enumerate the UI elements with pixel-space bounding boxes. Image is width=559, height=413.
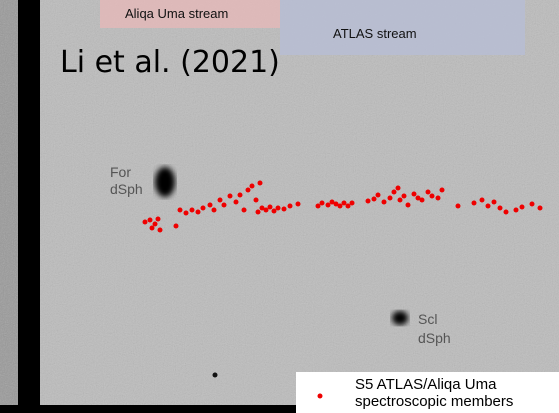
- member-star: [190, 208, 195, 213]
- member-star: [398, 198, 403, 203]
- member-star: [426, 190, 431, 195]
- member-star: [153, 222, 158, 227]
- sculptor-blob: [392, 311, 408, 325]
- member-star: [440, 188, 445, 193]
- member-star: [498, 206, 503, 211]
- member-star: [388, 196, 393, 201]
- member-star: [376, 193, 381, 198]
- member-star: [350, 201, 355, 206]
- member-star: [472, 201, 477, 206]
- left-strip-noise: [0, 0, 18, 413]
- member-star: [242, 208, 247, 213]
- member-star: [486, 204, 491, 209]
- member-star: [158, 228, 163, 233]
- member-star: [504, 210, 509, 215]
- member-star: [346, 204, 351, 209]
- bottom-strip: [0, 405, 296, 413]
- member-star: [412, 192, 417, 197]
- member-star: [514, 208, 519, 213]
- screenshot: Aliqa Uma stream ATLAS stream Li et al. …: [0, 0, 559, 413]
- aliqa-label: Aliqa Uma stream: [125, 6, 228, 21]
- member-star: [530, 202, 535, 207]
- legend-text: S5 ATLAS/Aliqa Uma: [355, 376, 497, 393]
- legend-text: spectroscopic members: [355, 393, 513, 410]
- member-star: [372, 197, 377, 202]
- member-star: [288, 204, 293, 209]
- member-star: [480, 198, 485, 203]
- member-star: [250, 184, 255, 189]
- member-star: [150, 226, 155, 231]
- sky-map: Aliqa Uma stream ATLAS stream Li et al. …: [0, 0, 559, 413]
- member-star: [296, 202, 301, 207]
- member-star: [420, 198, 425, 203]
- member-star: [276, 206, 281, 211]
- member-star: [218, 198, 223, 203]
- member-star: [238, 193, 243, 198]
- member-star: [338, 204, 343, 209]
- member-star: [272, 209, 277, 214]
- member-star: [282, 207, 287, 212]
- member-star: [174, 224, 179, 229]
- member-star: [201, 206, 206, 211]
- fornax-label: For: [110, 164, 131, 180]
- member-star: [326, 203, 331, 208]
- member-star: [520, 205, 525, 210]
- fornax-label: dSph: [110, 181, 143, 197]
- legend-marker: [318, 394, 323, 399]
- member-star: [316, 204, 321, 209]
- member-star: [268, 205, 273, 210]
- member-star: [366, 199, 371, 204]
- member-star: [184, 211, 189, 216]
- member-star: [430, 194, 435, 199]
- member-star: [396, 186, 401, 191]
- member-star: [492, 200, 497, 205]
- member-star: [456, 204, 461, 209]
- member-star: [222, 203, 227, 208]
- member-star: [264, 208, 269, 213]
- member-star: [342, 201, 347, 206]
- sculptor-label: dSph: [418, 330, 451, 346]
- fornax-blob: [155, 167, 175, 197]
- member-star: [254, 198, 259, 203]
- member-star: [256, 210, 261, 215]
- member-star: [402, 194, 407, 199]
- member-star: [320, 201, 325, 206]
- member-star: [156, 217, 161, 222]
- sculptor-label: Scl: [418, 311, 437, 327]
- member-star: [208, 203, 213, 208]
- member-star: [148, 218, 153, 223]
- member-star: [178, 208, 183, 213]
- member-star: [392, 190, 397, 195]
- member-star: [196, 210, 201, 215]
- atlas-label: ATLAS stream: [333, 26, 417, 41]
- member-star: [382, 200, 387, 205]
- member-star: [228, 194, 233, 199]
- member-star: [538, 206, 543, 211]
- member-star: [143, 220, 148, 225]
- member-star: [212, 208, 217, 213]
- star: [213, 373, 218, 378]
- member-star: [234, 200, 239, 205]
- citation: Li et al. (2021): [60, 45, 280, 80]
- member-star: [406, 203, 411, 208]
- member-star: [436, 196, 441, 201]
- member-star: [258, 181, 263, 186]
- member-star: [246, 188, 251, 193]
